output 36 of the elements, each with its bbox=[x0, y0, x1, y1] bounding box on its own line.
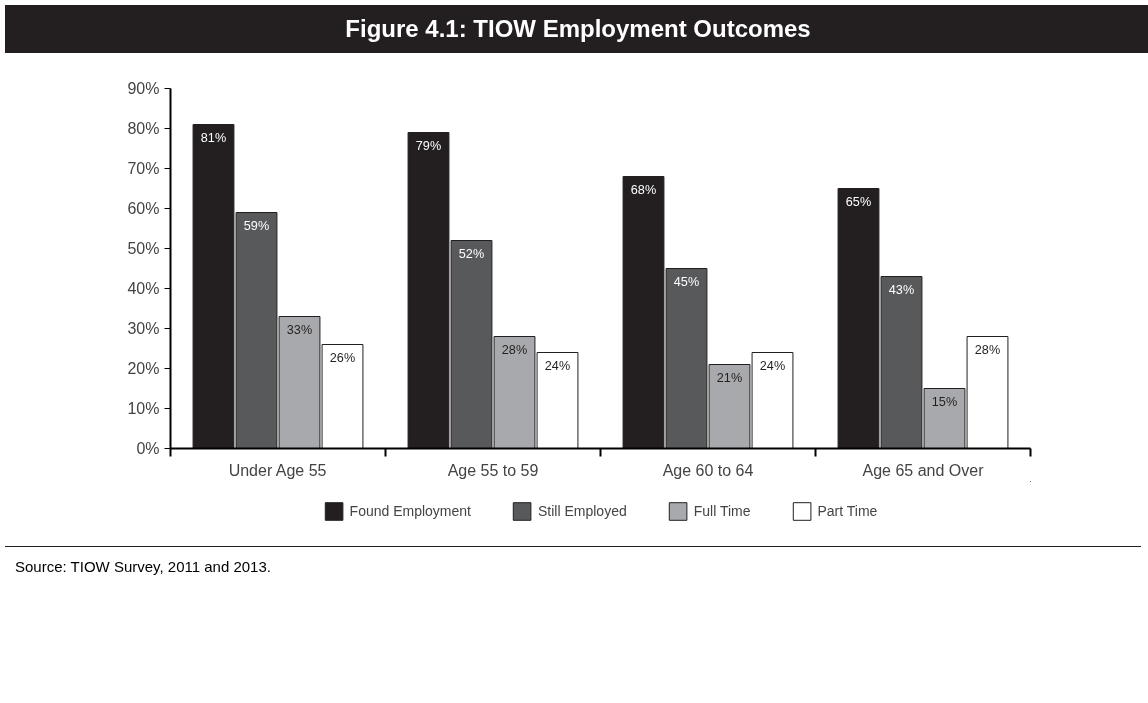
y-tick-label: 60% bbox=[127, 200, 160, 217]
legend-label: Found Employment bbox=[349, 503, 471, 519]
data-label: 68% bbox=[630, 182, 657, 197]
data-label: 24% bbox=[759, 358, 786, 373]
legend-label: Still Employed bbox=[538, 503, 627, 519]
data-label: 26% bbox=[329, 350, 356, 365]
chart-title: Figure 4.1: TIOW Employment Outcomes bbox=[345, 14, 811, 44]
y-tick-label: 0% bbox=[136, 440, 160, 457]
data-label: 43% bbox=[888, 282, 915, 297]
x-tick-label: Under Age 55 bbox=[228, 461, 327, 479]
data-label: 65% bbox=[845, 194, 872, 209]
x-tick-label: Age 60 to 64 bbox=[662, 461, 754, 479]
y-tick-label: 70% bbox=[127, 160, 160, 177]
data-label: 81% bbox=[200, 130, 227, 145]
data-label: 28% bbox=[974, 342, 1001, 357]
data-label: 52% bbox=[458, 246, 485, 261]
data-label: 79% bbox=[415, 138, 442, 153]
data-label: 59% bbox=[243, 218, 270, 233]
x-tick-label: Age 65 and Over bbox=[862, 461, 985, 479]
data-label: 24% bbox=[544, 358, 571, 373]
y-tick-label: 20% bbox=[127, 360, 160, 377]
x-tick-label: Age 55 to 59 bbox=[447, 461, 539, 479]
source-note: Source: TIOW Survey, 2011 and 2013. bbox=[15, 557, 271, 577]
legend-label: Full Time bbox=[693, 503, 751, 519]
data-label: 15% bbox=[931, 394, 958, 409]
y-tick-label: 10% bbox=[127, 400, 160, 417]
data-label: 45% bbox=[673, 274, 700, 289]
legend-label: Part Time bbox=[817, 503, 878, 519]
data-label: 21% bbox=[716, 370, 743, 385]
y-tick-label: 80% bbox=[127, 120, 160, 137]
data-label: 33% bbox=[286, 322, 313, 337]
y-tick-label: 40% bbox=[127, 280, 160, 297]
y-tick-label: 30% bbox=[127, 320, 160, 337]
y-tick-label: 50% bbox=[127, 240, 160, 257]
y-tick-label: 90% bbox=[127, 80, 160, 97]
data-label: 28% bbox=[501, 342, 528, 357]
